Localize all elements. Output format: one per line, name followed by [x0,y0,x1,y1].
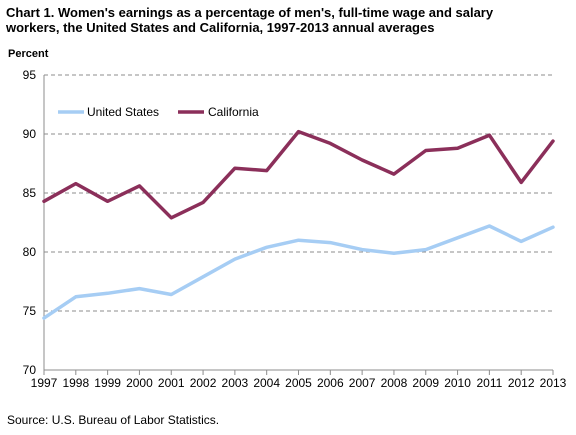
x-tick-label-2004: 2004 [253,376,280,390]
x-tick-label-1999: 1999 [94,376,121,390]
y-tick-label-85: 85 [23,186,37,200]
axes: 70 75 80 85 90 95 1997 1998 1999 2000 2001 2002 2003… [23,68,567,390]
x-tick-label-2008: 2008 [381,376,408,390]
y-tick-label-70: 70 [23,363,37,377]
x-tick-label-2007: 2007 [349,376,376,390]
x-tick-label-2013: 2013 [540,376,567,390]
y-tick-label-80: 80 [23,245,37,259]
x-tick-label-2012: 2012 [508,376,535,390]
chart-title: Chart 1. Women's earnings as a percentag… [6,5,566,35]
x-tick-label-2009: 2009 [412,376,439,390]
y-axis-label: Percent [8,48,49,60]
series-lines [42,129,555,320]
chart-title-line-2: workers, the United States and Californi… [6,20,435,35]
x-tick-label-1997: 1997 [31,376,58,390]
x-tick-label-2001: 2001 [158,376,185,390]
x-tick-label-2006: 2006 [317,376,344,390]
x-tick-label-2010: 2010 [444,376,471,390]
y-tick-label-95: 95 [23,68,37,82]
x-tick-label-2011: 2011 [476,376,502,390]
x-tick-label-2002: 2002 [190,376,217,390]
x-tick-label-2000: 2000 [126,376,153,390]
legend: United States California [58,105,259,119]
chart-title-line-1: Chart 1. Women's earnings as a percentag… [6,5,494,20]
source-note: Source: U.S. Bureau of Labor Statistics. [7,413,220,427]
y-tick-label-90: 90 [23,127,37,141]
legend-label-united-states: United States [87,105,159,119]
y-tick-label-75: 75 [23,304,37,318]
series-line-united-states [42,224,555,320]
x-tick-label-2005: 2005 [285,376,312,390]
x-tick-label-1998: 1998 [62,376,89,390]
legend-label-california: California [208,105,259,119]
series-line-california [42,129,555,220]
x-tick-label-2003: 2003 [222,376,249,390]
